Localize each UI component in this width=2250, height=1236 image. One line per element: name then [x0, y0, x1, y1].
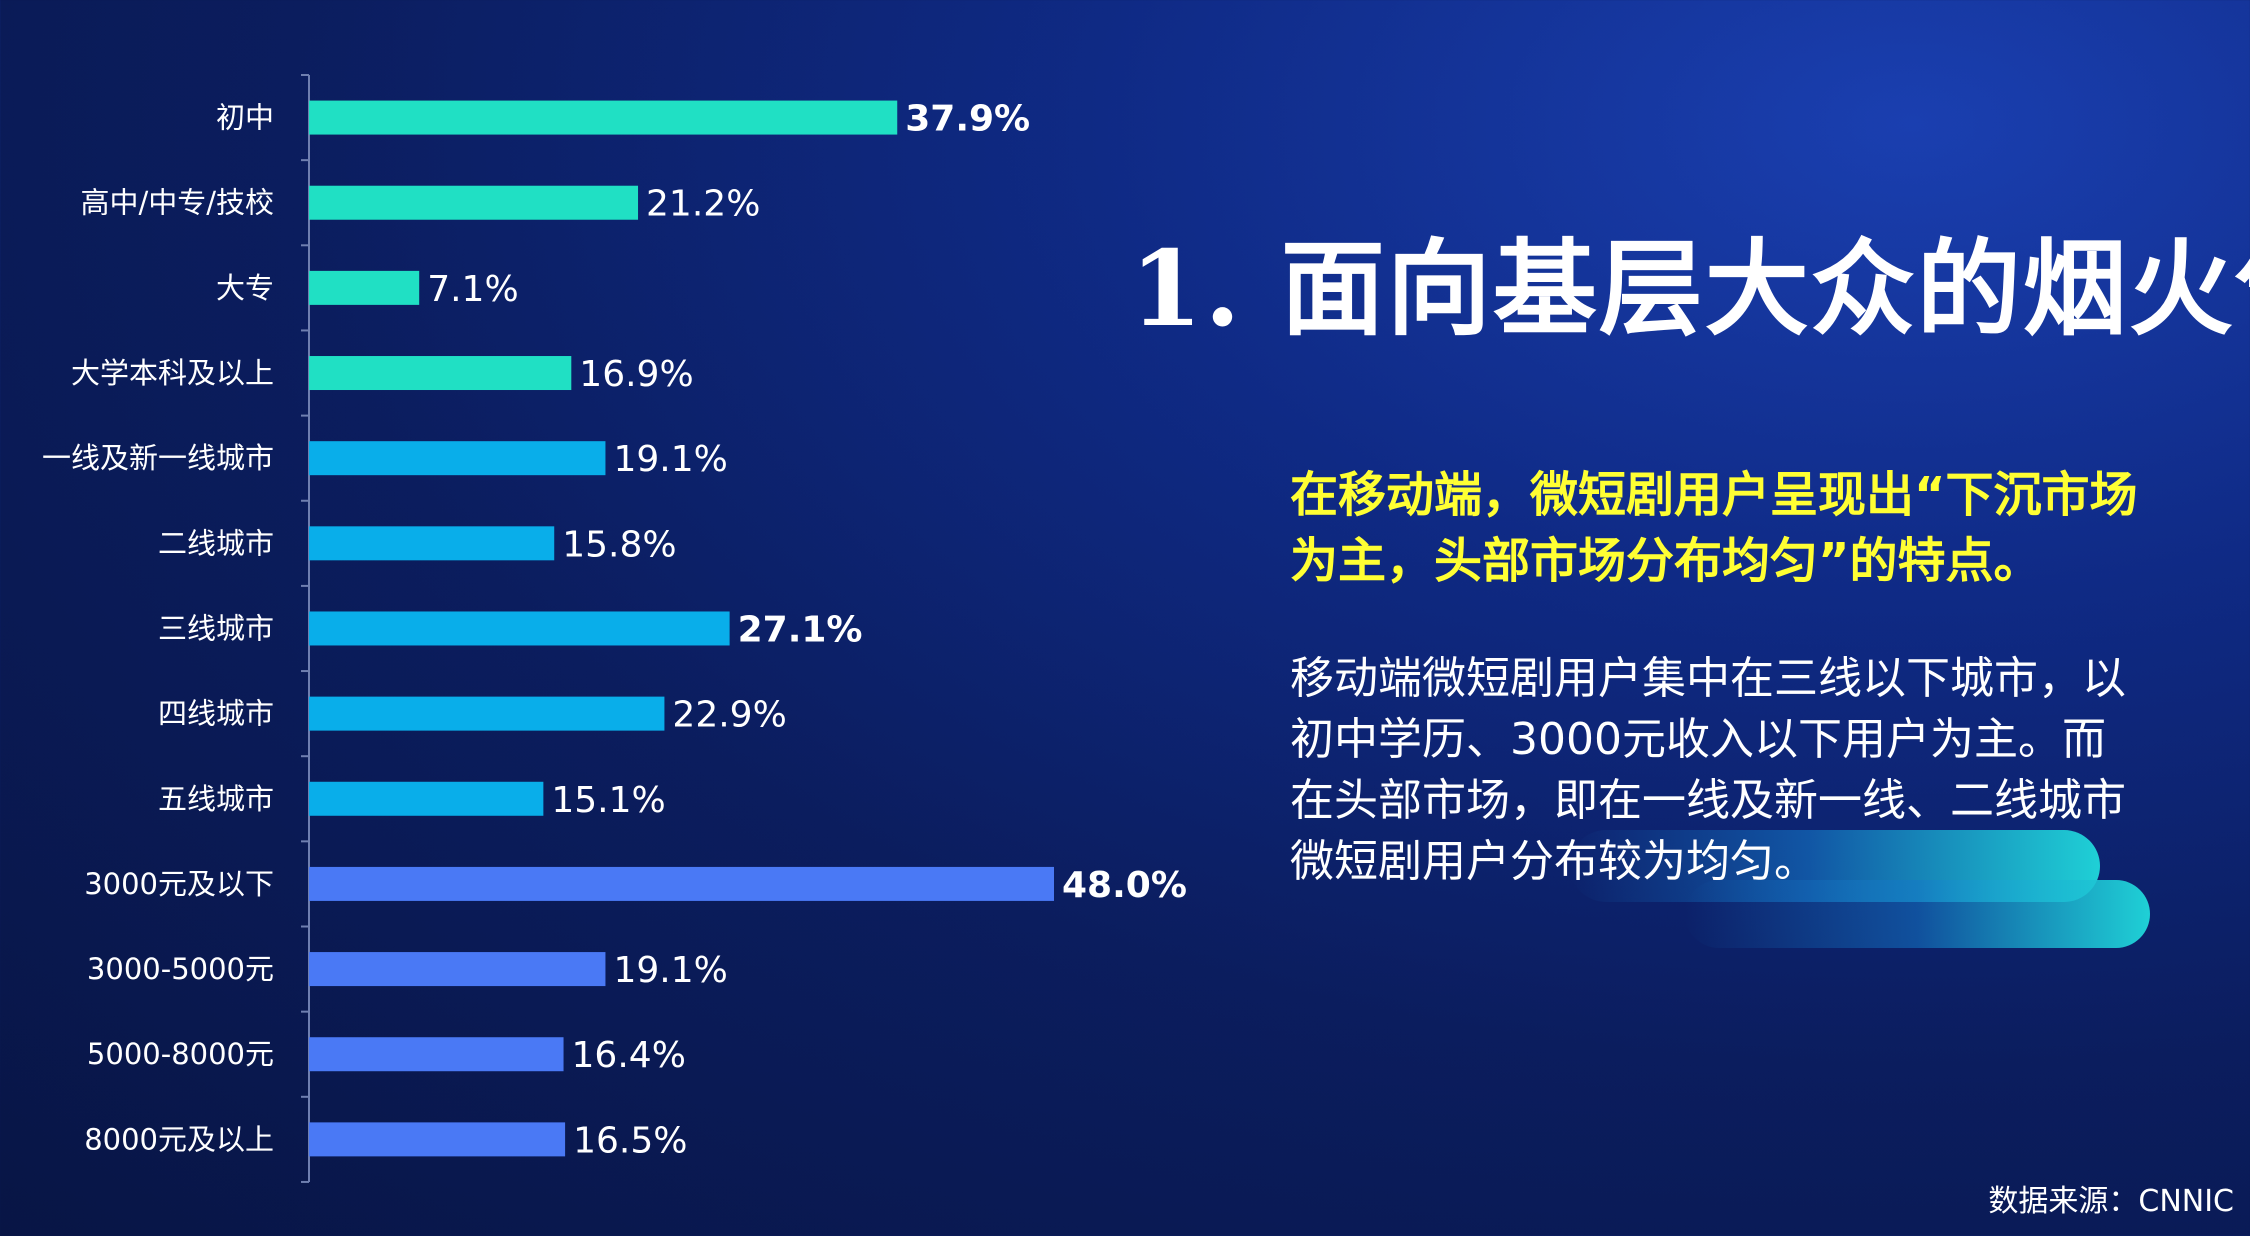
decorative-pill-lower [1685, 880, 2150, 948]
value-label-3: 7.1% [427, 269, 518, 310]
value-label-7: 27.1% [738, 609, 863, 650]
category-label-6: 二线城市 [158, 526, 274, 560]
highlight-text: 在移动端，微短剧用户呈现出“下沉市场为主，头部市场分布均匀”的特点。 [1290, 467, 2138, 589]
value-label-4: 16.9% [579, 354, 693, 395]
value-label-2: 21.2% [646, 184, 760, 225]
bar-5 [309, 441, 606, 476]
bar-3 [309, 270, 420, 305]
bar-1 [309, 100, 898, 135]
bar-10 [309, 866, 1054, 901]
category-label-10: 3000元及以下 [84, 867, 274, 901]
value-label-8: 22.9% [672, 695, 786, 736]
category-label-7: 三线城市 [158, 611, 274, 645]
category-label-4: 大学本科及以上 [71, 356, 274, 390]
value-labels: 37.9% 21.2% 7.1% 16.9% 19.1% 15.8% 27.1% 22.9% 1… [427, 99, 1187, 1162]
value-label-5: 19.1% [613, 439, 727, 480]
value-label-12: 16.4% [572, 1035, 686, 1076]
category-label-11: 3000-5000元 [87, 952, 274, 986]
bar-8 [309, 696, 665, 731]
category-label-1: 初中 [216, 101, 274, 135]
value-label-9: 15.1% [551, 780, 665, 821]
bar-7 [309, 611, 730, 646]
category-label-8: 四线城市 [158, 697, 274, 731]
category-label-12: 5000-8000元 [87, 1037, 274, 1071]
bar-13 [309, 1122, 566, 1157]
category-axis-ticks [301, 74, 309, 1183]
category-label-2: 高中/中专/技校 [80, 186, 274, 220]
slide-title: 1. 面向基层大众的烟火气 [1130, 227, 2250, 350]
value-label-11: 19.1% [613, 950, 727, 991]
value-label-1: 37.9% [905, 99, 1030, 140]
value-label-6: 15.8% [562, 524, 676, 565]
bar-11 [309, 952, 606, 987]
category-label-13: 8000元及以上 [84, 1122, 274, 1156]
bar-4 [309, 356, 572, 391]
bars [309, 100, 1054, 1157]
value-label-10: 48.0% [1062, 865, 1187, 906]
data-source-note: 数据来源：CNNIC [1988, 1184, 2234, 1219]
category-label-9: 五线城市 [158, 782, 274, 816]
bar-12 [309, 1037, 564, 1072]
bar-9 [309, 781, 544, 816]
education-city-income-bar-chart: 初中高中/中专/技校大专大学本科及以上一线及新一线城市二线城市三线城市四线城市五… [42, 74, 1187, 1183]
category-label-3: 大专 [216, 271, 274, 305]
category-label-5: 一线及新一线城市 [42, 441, 274, 475]
bar-6 [309, 526, 555, 561]
value-label-13: 16.5% [573, 1120, 687, 1161]
bar-2 [309, 185, 639, 220]
category-labels: 初中高中/中专/技校大专大学本科及以上一线及新一线城市二线城市三线城市四线城市五… [42, 101, 274, 1157]
body-paragraph: 移动端微短剧用户集中在三线以下城市，以初中学历、3000元收入以下用户为主。而在… [1290, 653, 2126, 887]
